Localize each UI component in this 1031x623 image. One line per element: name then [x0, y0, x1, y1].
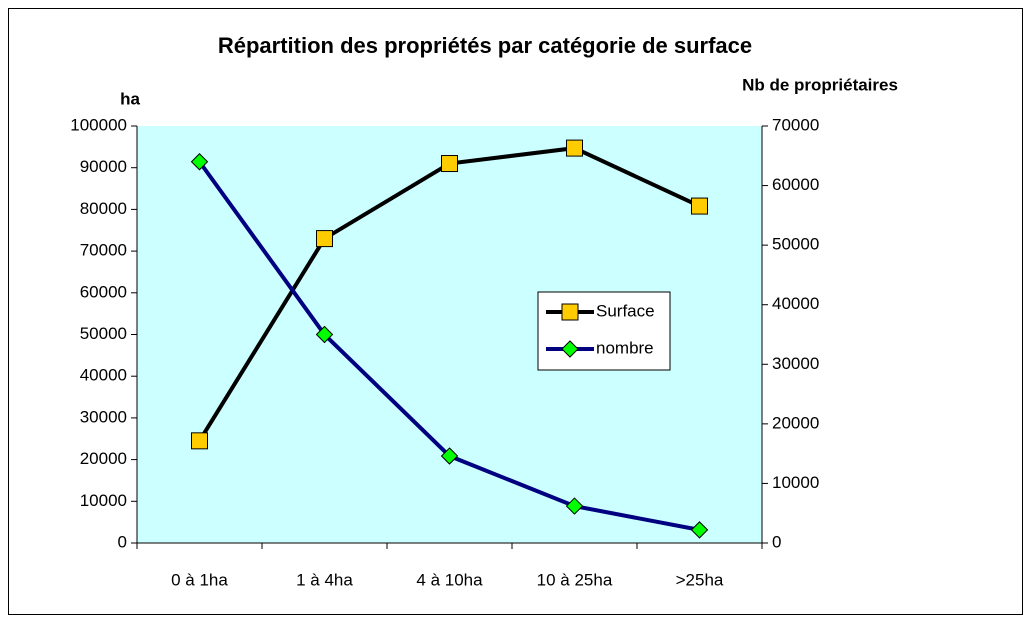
series-marker [565, 497, 584, 515]
y-tick-label: 0 [118, 532, 127, 551]
y2-tick-label: 20000 [772, 413, 819, 432]
y-axis-label: ha [120, 89, 140, 108]
y-tick-label: 50000 [80, 324, 127, 343]
legend-box [537, 291, 671, 371]
y-tick-label: 60000 [80, 282, 127, 301]
series-marker [690, 521, 709, 539]
series-marker [316, 230, 333, 248]
y2-tick-label: 70000 [772, 115, 819, 134]
y2-tick-label: 30000 [772, 354, 819, 373]
y-tick-label: 30000 [80, 407, 127, 426]
y2-tick-label: 60000 [772, 175, 819, 194]
legend-marker [561, 340, 579, 358]
y-tick-label: 70000 [80, 241, 127, 260]
y2-tick-label: 10000 [772, 473, 819, 492]
y2-tick-label: 50000 [772, 235, 819, 254]
x-tick-label: 4 à 10ha [416, 570, 483, 589]
y2-tick-label: 0 [772, 532, 781, 551]
x-tick-label: 0 à 1ha [171, 570, 228, 589]
y2-axis-label: Nb de propriétaires [742, 75, 898, 94]
series-marker [190, 153, 209, 171]
legend-marker [561, 303, 579, 321]
chart-title: Répartition des propriétés par catégorie… [218, 33, 752, 58]
series-marker [440, 447, 459, 465]
y-tick-label: 20000 [80, 449, 127, 468]
series-marker [191, 432, 208, 450]
y-tick-label: 10000 [80, 491, 127, 510]
x-tick-label: 1 à 4ha [296, 570, 353, 589]
y-tick-label: 40000 [80, 366, 127, 385]
x-tick-label: 10 à 25ha [537, 570, 613, 589]
y-tick-label: 100000 [70, 115, 127, 134]
legend: Surface nombre [537, 291, 671, 371]
legend-label: Surface [596, 301, 655, 320]
series-marker [315, 325, 334, 344]
y-tick-label: 80000 [80, 199, 127, 218]
series-marker [566, 139, 583, 157]
y2-tick-label: 40000 [772, 294, 819, 313]
series-marker [441, 155, 458, 173]
y-tick-label: 90000 [80, 157, 127, 176]
x-tick-label: >25ha [676, 570, 724, 589]
series-marker [691, 197, 708, 215]
legend-label: nombre [596, 338, 654, 357]
